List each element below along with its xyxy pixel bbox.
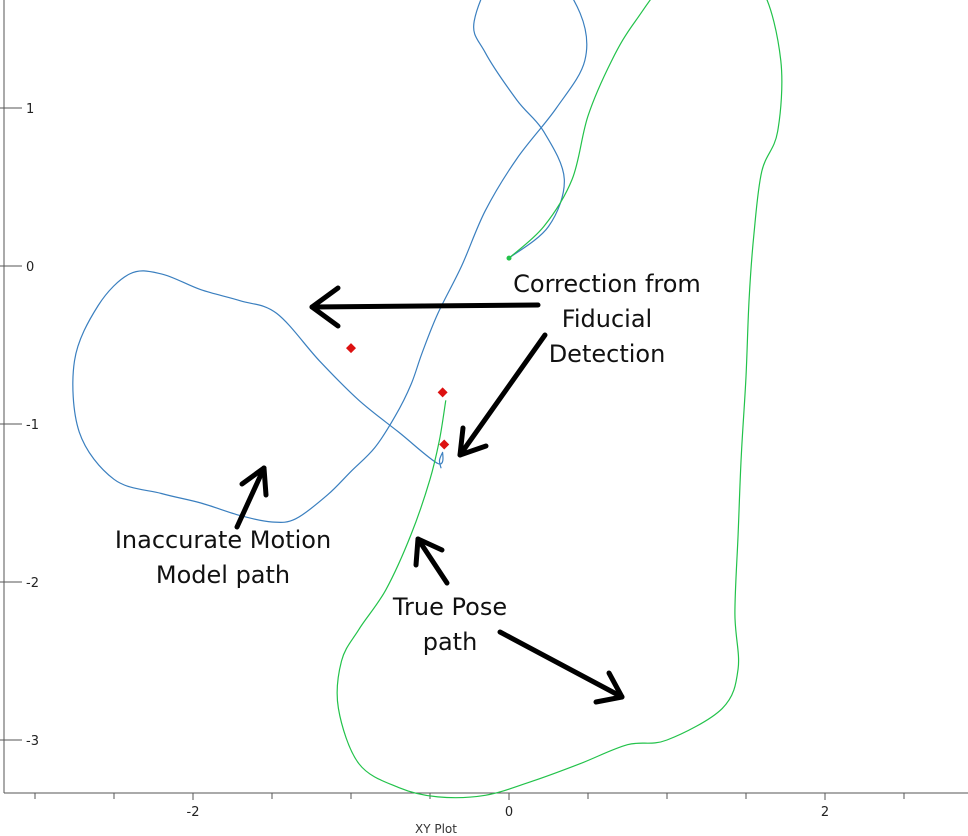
arrow-correction-down: [457, 332, 548, 458]
series-line-motion-model: [72, 0, 588, 523]
y-ticks: 1 0 -1 -2 -3: [0, 102, 39, 749]
x-ticks: -2 0 2: [187, 793, 829, 820]
series-group: [72, 0, 783, 799]
y-tick-label: -1: [26, 418, 39, 433]
y-tick-label: 1: [26, 102, 34, 117]
arrow-inaccurate-up: [234, 465, 269, 530]
x-tick-label: -2: [187, 805, 200, 820]
annotation-correction-line2: Fiducial: [562, 305, 652, 333]
axes: [3, 0, 968, 794]
annotation-truepose-line1: True Pose: [392, 593, 507, 621]
annotation-inaccurate-line1: Inaccurate Motion: [115, 526, 331, 554]
y-tick-label: 0: [26, 260, 34, 275]
y-tick-label: -3: [26, 734, 39, 749]
y-tick-label: -2: [26, 576, 39, 591]
arrow-truepose-down: [497, 629, 625, 705]
series-line-true-pose: [336, 0, 783, 799]
fiducial-marker: [439, 439, 450, 450]
start-marker: [506, 255, 512, 261]
annotation-correction-line3: Detection: [549, 340, 666, 368]
annotation-correction-line1: Correction from: [513, 270, 701, 298]
annotation-inaccurate-line2: Model path: [156, 561, 290, 589]
arrow-correction-left: [309, 285, 541, 329]
minor-ticks: [34, 793, 905, 799]
annotation-truepose-line2: path: [423, 628, 478, 656]
annotation-arrows: [234, 285, 625, 705]
x-tick-label: 0: [505, 805, 513, 820]
markers-group: [346, 255, 512, 450]
x-axis-title: XY Plot: [415, 822, 457, 836]
x-tick-label: 2: [821, 805, 829, 820]
fiducial-marker: [437, 387, 448, 398]
fiducial-marker: [346, 343, 356, 354]
annotations: Correction from Fiducial Detection Inacc…: [115, 270, 701, 656]
arrow-truepose-up: [413, 536, 450, 586]
